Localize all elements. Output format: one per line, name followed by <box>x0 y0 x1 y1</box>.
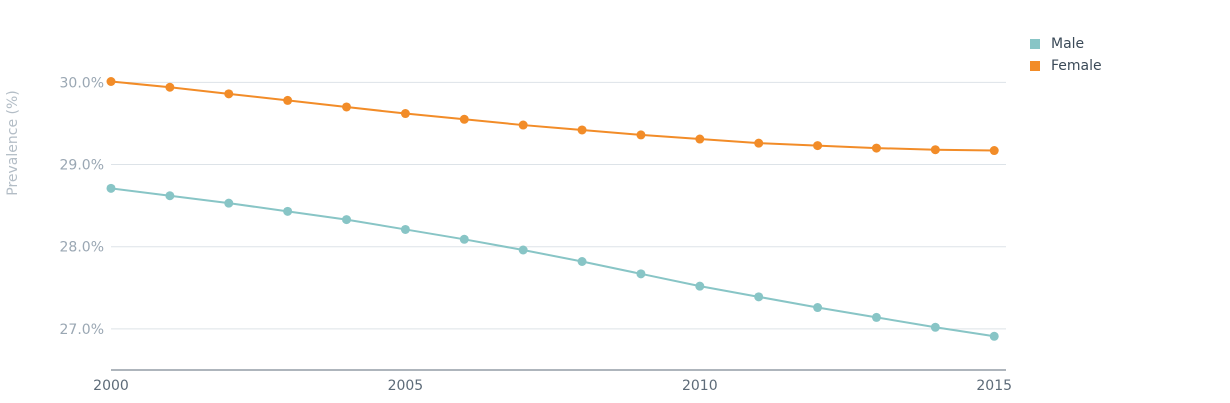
data-point-female <box>930 145 940 155</box>
data-point-female <box>695 134 705 144</box>
legend-swatch-female <box>1030 61 1040 71</box>
data-point-female <box>459 114 469 124</box>
data-point-female <box>165 82 175 92</box>
data-point-female <box>989 146 999 156</box>
data-point-female <box>813 141 823 151</box>
data-point-female <box>400 109 410 119</box>
data-point-male <box>930 322 940 332</box>
data-point-male <box>871 312 881 322</box>
data-point-male <box>518 245 528 255</box>
y-tick-label: 28.0% <box>60 240 104 256</box>
data-point-female <box>342 102 352 112</box>
legend-label-female: Female <box>1051 58 1102 74</box>
series-line-male <box>110 187 995 338</box>
data-point-male <box>989 331 999 341</box>
y-tick-label: 27.0% <box>60 322 104 338</box>
data-point-male <box>813 303 823 313</box>
y-tick-label: 29.0% <box>60 158 104 174</box>
data-point-male <box>106 183 116 193</box>
data-point-male <box>754 292 764 302</box>
data-point-female <box>518 120 528 130</box>
legend: Male Female <box>1030 33 1102 77</box>
legend-swatch-male <box>1030 39 1040 49</box>
data-point-male <box>459 234 469 244</box>
x-tick-label: 2005 <box>388 378 424 394</box>
data-point-female <box>106 76 116 86</box>
data-point-female <box>754 138 764 148</box>
x-tick-label: 2015 <box>976 378 1012 394</box>
x-tick-label: 2010 <box>682 378 718 394</box>
data-point-female <box>636 130 646 140</box>
data-point-male <box>400 224 410 234</box>
data-point-male <box>283 206 293 216</box>
data-point-female <box>283 95 293 105</box>
data-point-male <box>695 281 705 291</box>
data-point-female <box>577 125 587 135</box>
data-point-male <box>577 257 587 267</box>
legend-label-male: Male <box>1051 36 1085 52</box>
data-point-male <box>342 215 352 225</box>
data-point-male <box>224 198 234 208</box>
series-line-female <box>110 80 995 152</box>
y-tick-label: 30.0% <box>60 75 104 91</box>
legend-item-female[interactable]: Female <box>1030 55 1102 77</box>
data-point-female <box>871 143 881 153</box>
x-tick-label: 2000 <box>93 378 129 394</box>
data-point-male <box>636 269 646 279</box>
y-axis-title: Prevalence (%) <box>5 90 21 196</box>
legend-item-male[interactable]: Male <box>1030 33 1102 55</box>
data-point-male <box>165 191 175 201</box>
data-point-female <box>224 89 234 99</box>
